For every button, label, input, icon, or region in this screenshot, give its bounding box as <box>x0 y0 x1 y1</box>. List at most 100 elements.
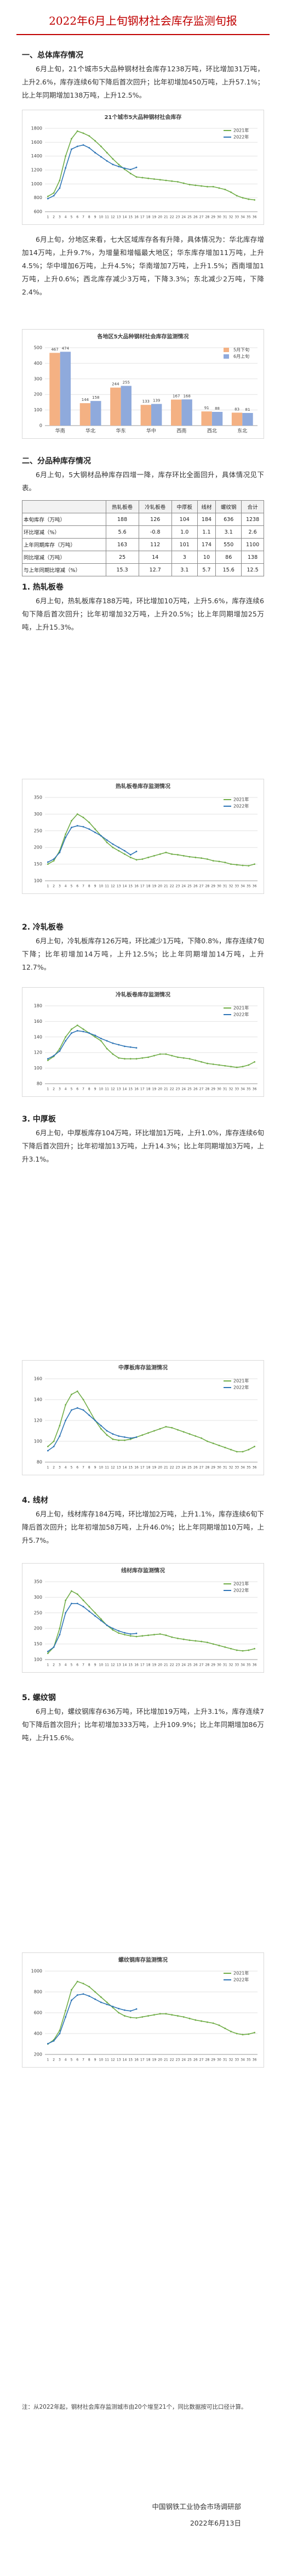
x-tick-label: 11 <box>105 1663 109 1667</box>
data-point <box>236 864 238 866</box>
legend-label: 2022年 <box>233 803 249 809</box>
data-point <box>94 1612 96 1614</box>
data-point <box>201 185 203 187</box>
paragraph: 6月上旬，螺纹钢库存636万吨，环比增加19万吨，上升3.1%，库存连续7旬下降… <box>22 1707 264 1742</box>
data-point <box>236 2033 238 2035</box>
x-tick-label: 20 <box>158 2058 162 2062</box>
data-point <box>153 855 155 857</box>
data-point <box>76 825 78 827</box>
data-point <box>59 187 61 189</box>
x-tick-label: 3 <box>59 2058 61 2062</box>
data-point <box>65 836 67 839</box>
x-tick-label: 27 <box>199 1088 204 1091</box>
data-point <box>59 1048 61 1050</box>
product-heading: 2. 冷轧板卷 <box>22 923 64 932</box>
data-point <box>195 1435 197 1437</box>
data-point <box>135 1058 138 1060</box>
y-tick-label: 400 <box>34 361 42 366</box>
x-tick-label: 4 <box>65 1088 67 1091</box>
bar <box>242 412 253 426</box>
x-tick-label: 27 <box>199 885 204 888</box>
section-heading: 二、分品种库存情况 <box>22 457 91 466</box>
chart-title: 线材库存监测情况 <box>121 1567 165 1574</box>
data-point <box>129 2010 131 2012</box>
data-point <box>118 2008 120 2009</box>
table-cell: 2.6 <box>241 525 264 539</box>
data-point <box>171 1636 173 1638</box>
data-point <box>94 1034 96 1037</box>
data-point <box>82 132 84 134</box>
data-point <box>195 1640 197 1642</box>
x-tick-label: 18 <box>146 216 151 219</box>
x-tick-label: 7 <box>82 2058 84 2062</box>
data-point <box>65 1040 67 1042</box>
data-point <box>129 168 131 171</box>
data-point <box>212 860 214 862</box>
data-point <box>112 846 114 848</box>
x-tick-label: 33 <box>234 1466 239 1470</box>
bar <box>121 386 131 426</box>
series-line <box>47 1981 255 2045</box>
data-point <box>195 2019 197 2021</box>
data-point <box>159 1633 161 1635</box>
x-tick-label: 35 <box>247 1088 251 1091</box>
row-label: 环比增减（%） <box>22 525 106 539</box>
x-tick-label: 19 <box>152 1466 157 1470</box>
data-point <box>153 178 155 180</box>
y-tick-label: 140 <box>34 1034 42 1039</box>
bar-value-label: 467 <box>51 347 58 352</box>
data-point <box>47 1650 49 1652</box>
x-tick-label: 华南 <box>55 428 65 434</box>
data-point <box>88 1610 90 1612</box>
data-point <box>76 1407 78 1409</box>
x-tick-label: 6 <box>76 2058 78 2062</box>
bar <box>181 399 192 426</box>
data-point <box>71 1394 72 1395</box>
x-tick-label: 20 <box>158 216 162 219</box>
x-tick-label: 11 <box>105 1088 109 1091</box>
x-tick-label: 19 <box>152 1663 157 1667</box>
y-tick-label: 250 <box>34 828 42 833</box>
x-tick-label: 34 <box>241 1663 245 1667</box>
legend-label: 5月下旬 <box>233 347 249 353</box>
data-point <box>188 1639 191 1641</box>
x-tick-label: 1 <box>47 2058 49 2062</box>
x-tick-label: 23 <box>176 216 180 219</box>
x-tick-label: 22 <box>170 2058 174 2062</box>
x-tick-label: 25 <box>187 1663 192 1667</box>
bar <box>140 405 151 426</box>
header-cell <box>22 500 106 513</box>
data-point <box>82 817 84 818</box>
data-point <box>82 1983 84 1985</box>
x-tick-label: 11 <box>105 1466 109 1470</box>
data-point <box>47 863 49 865</box>
x-tick-label: 21 <box>164 216 168 219</box>
bar <box>110 387 121 426</box>
series-line <box>48 825 137 863</box>
product-heading: 1. 热轧板卷 <box>22 583 64 592</box>
data-point <box>171 853 173 855</box>
x-tick-label: 20 <box>158 1466 162 1470</box>
y-tick-label: 100 <box>34 1439 42 1444</box>
data-point <box>94 1998 96 2000</box>
x-tick-label: 27 <box>199 1663 204 1667</box>
data-point <box>65 2016 67 2018</box>
paragraph: 6月上旬，冷轧板库存126万吨，环比减少1万吨，下降0.8%，库存连续7旬下降；… <box>22 937 264 971</box>
x-tick-label: 36 <box>253 1088 257 1091</box>
data-point <box>242 197 244 199</box>
data-point <box>76 813 78 815</box>
x-tick-label: 5 <box>71 1663 73 1667</box>
data-point <box>118 1057 120 1059</box>
data-point <box>47 197 49 200</box>
data-point <box>100 2001 102 2003</box>
data-point <box>201 1437 203 1439</box>
bar <box>60 352 71 426</box>
x-tick-label: 10 <box>99 216 104 219</box>
series-line <box>48 1030 137 1060</box>
data-point <box>242 2034 244 2036</box>
x-tick-label: 9 <box>94 2058 96 2062</box>
data-point <box>129 1633 131 1635</box>
table-cell: 1.1 <box>197 525 216 539</box>
